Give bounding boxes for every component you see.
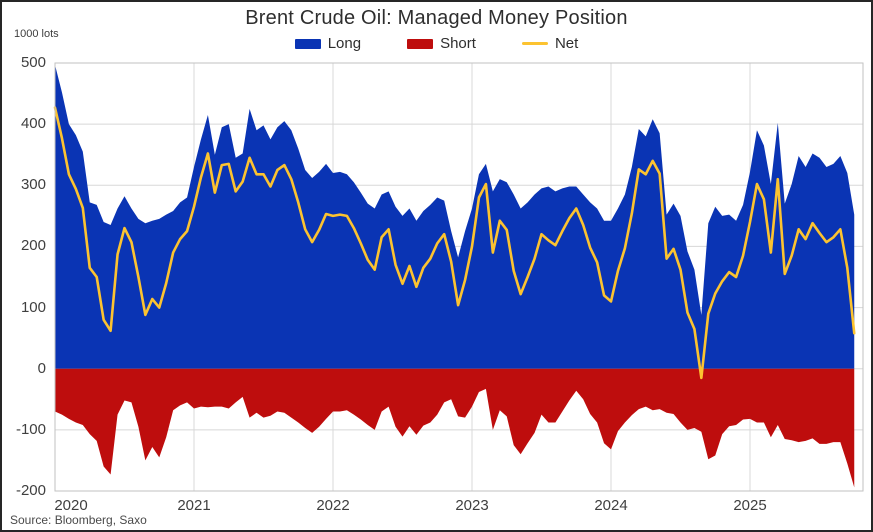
y-tick-label: 500 <box>20 54 46 71</box>
y-tick-label: 100 <box>20 298 46 316</box>
y-tick-label: 200 <box>20 237 46 255</box>
y-tick-label: -200 <box>15 482 46 499</box>
x-tick-label: 2022 <box>316 497 350 514</box>
long-swatch-icon <box>294 38 321 49</box>
plot-border <box>54 62 864 492</box>
x-tick-label: 2023 <box>455 497 489 514</box>
legend-item-long: Long <box>294 35 362 52</box>
y-axis-unit-label: 1000 lots <box>14 28 59 40</box>
x-tick-label: 2025 <box>733 497 767 514</box>
legend-item-short: Short <box>407 35 476 52</box>
legend-label-long: Long <box>327 35 362 52</box>
y-tick-label: 0 <box>37 359 46 377</box>
legend-item-net: Net <box>521 35 579 52</box>
net-swatch-icon <box>521 41 548 46</box>
long-area-series <box>55 64 855 369</box>
x-tick-label: 2021 <box>177 497 211 514</box>
legend-label-short: Short <box>440 35 476 52</box>
y-tick-label: 300 <box>20 176 46 194</box>
x-tick-label: 2024 <box>594 497 628 514</box>
x-tick-label: 2020 <box>54 497 88 514</box>
short-swatch-icon <box>407 38 434 49</box>
legend-label-net: Net <box>554 35 579 52</box>
short-area-series <box>55 368 855 488</box>
net-line-series <box>53 106 856 380</box>
source-note: Source: Bloomberg, Saxo <box>10 513 147 527</box>
legend: Long Short Net <box>2 35 871 52</box>
y-tick-label: -100 <box>15 420 46 438</box>
y-tick-label: 400 <box>20 115 46 133</box>
chart-title: Brent Crude Oil: Managed Money Position <box>245 7 628 29</box>
